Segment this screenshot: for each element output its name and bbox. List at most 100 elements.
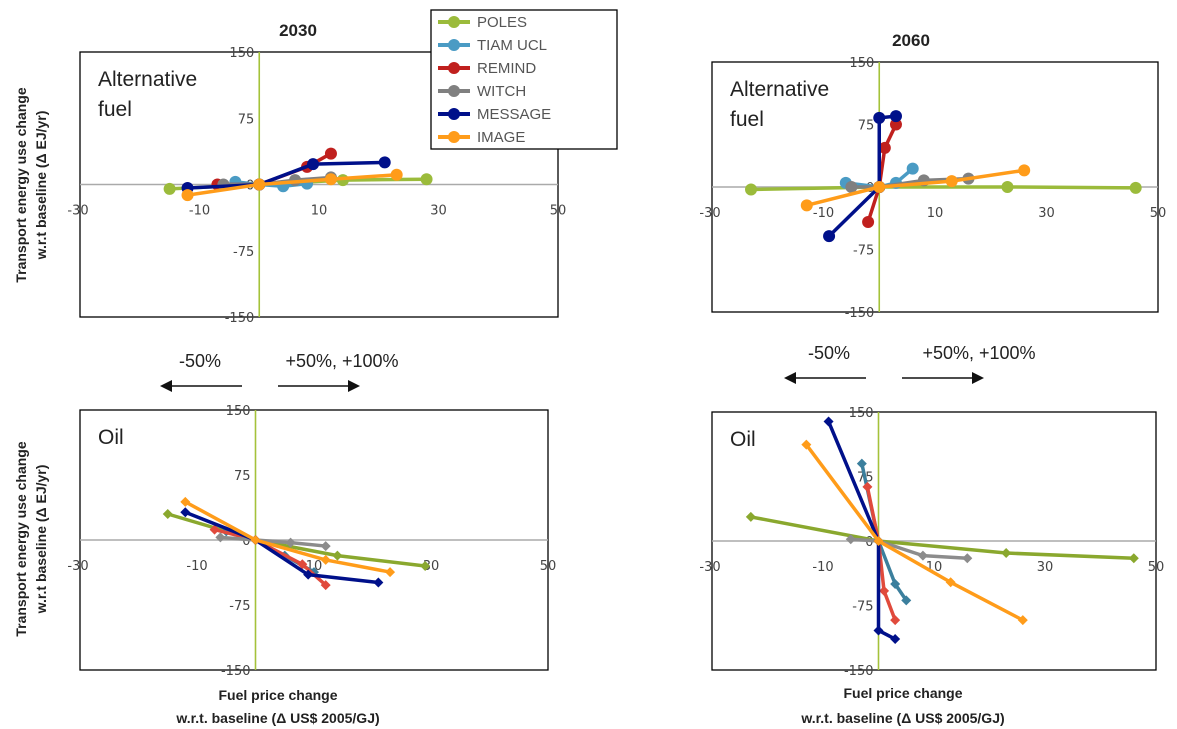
arrow-left-label-1: -50%	[179, 351, 221, 371]
data-point	[800, 199, 813, 212]
legend-swatch-marker	[448, 16, 460, 28]
data-point	[901, 595, 912, 606]
data-point	[324, 147, 337, 160]
data-point	[385, 567, 396, 578]
xlabel-right-line2: w.r.t. baseline (Δ US$ 2005/GJ)	[800, 710, 1004, 726]
data-point	[917, 550, 928, 561]
arrow-left-head-2	[784, 372, 796, 384]
panel-label: fuel	[98, 98, 132, 121]
title-2030: 2030	[279, 21, 317, 40]
ylabel-top: Transport energy use change w.r.t baseli…	[13, 87, 49, 282]
series-line	[866, 123, 898, 223]
data-point	[285, 537, 296, 548]
data-point	[862, 216, 875, 228]
data-point	[1128, 553, 1139, 564]
title-2060: 2060	[892, 31, 930, 50]
legend-label: POLES	[477, 14, 527, 31]
x-tick-label: -30	[699, 560, 720, 575]
series-line	[184, 510, 379, 585]
legend-item-message: MESSAGE	[438, 106, 551, 123]
arrow-left-head-1	[160, 380, 172, 392]
data-point	[320, 541, 331, 552]
data-point	[906, 162, 919, 175]
data-point	[332, 550, 343, 561]
y-tick-label: 75	[234, 469, 251, 484]
x-tick-label: 50	[550, 204, 567, 219]
data-point	[856, 458, 867, 469]
data-point	[215, 532, 226, 543]
series-line	[750, 185, 1136, 192]
data-point	[845, 534, 856, 545]
x-tick-label: -10	[812, 560, 833, 575]
data-point	[873, 625, 884, 636]
data-point	[873, 181, 886, 193]
y-tick-label: 75	[858, 119, 875, 134]
y-tick-label: 150	[849, 56, 874, 71]
legend: POLES TIAM UCL REMIND WITCH MESSAGE IMAGE	[430, 9, 618, 150]
data-point	[303, 569, 314, 580]
legend-swatch-marker	[448, 108, 460, 120]
xlabel-left-line2: w.r.t. baseline (Δ US$ 2005/GJ)	[175, 710, 379, 726]
x-tick-label: 30	[1037, 560, 1054, 575]
data-point	[962, 553, 973, 564]
y-tick-label: -150	[221, 664, 251, 679]
y-tick-label: -75	[233, 245, 254, 260]
data-point	[320, 580, 331, 591]
panel-label: Alternative	[730, 78, 829, 101]
data-point	[879, 585, 890, 596]
y-tick-label: -150	[225, 311, 255, 326]
arrow-right-head-1	[348, 380, 360, 392]
data-point	[945, 577, 956, 588]
data-point	[1017, 615, 1028, 626]
y-tick-label: -75	[852, 600, 873, 615]
x-tick-label: 30	[1038, 206, 1055, 221]
charts: -30 -10 10 30 50 150 75 0 -75 -150 Alternative fuel…	[67, 46, 1166, 679]
data-point	[823, 416, 834, 427]
x-tick-label: 10	[927, 206, 944, 221]
series-message	[823, 110, 902, 243]
y-tick-label: -75	[229, 599, 250, 614]
legend-swatch-marker	[448, 131, 460, 143]
x-tick-label: -30	[67, 559, 88, 574]
x-tick-label: 30	[430, 204, 447, 219]
legend-box	[430, 9, 618, 150]
xlabel-right-line1: Fuel price change	[843, 685, 962, 701]
data-point	[745, 183, 758, 196]
y-tick-label: 75	[238, 112, 255, 127]
x-tick-label: -30	[67, 204, 88, 219]
series-line	[865, 486, 897, 621]
data-point	[890, 579, 901, 589]
ylabel-bottom-line1: Transport energy use change	[13, 441, 29, 636]
ylabel-bottom-line2: w.r.t baseline (Δ EJ/yr)	[33, 465, 49, 615]
series-line	[827, 114, 897, 238]
data-point	[889, 118, 902, 131]
data-point	[163, 182, 176, 195]
data-point	[378, 156, 391, 169]
series-line	[804, 443, 1024, 622]
arrows-left: -50% +50%, +100%	[160, 351, 399, 392]
series-image	[800, 164, 1031, 212]
legend-item-poles: POLES	[438, 14, 527, 31]
data-point	[390, 168, 403, 181]
legend-item-witch: WITCH	[438, 83, 526, 100]
data-point	[297, 559, 308, 570]
series-line	[826, 420, 896, 641]
series-line	[850, 537, 968, 560]
data-point	[873, 536, 884, 546]
x-tick-label: -10	[189, 204, 210, 219]
xlabel-left-line1: Fuel price change	[218, 687, 337, 703]
arrow-right-label-1: +50%, +100%	[285, 351, 398, 371]
y-tick-label: 150	[229, 46, 254, 61]
series-image	[801, 439, 1028, 626]
data-point	[1001, 548, 1012, 559]
ylabel-top-line2: w.r.t baseline (Δ EJ/yr)	[33, 111, 49, 261]
series-line	[750, 515, 1134, 560]
data-point	[945, 175, 958, 188]
series-line	[220, 535, 326, 548]
y-tick-label: 150	[226, 404, 251, 419]
x-tick-label: 50	[1150, 206, 1167, 221]
legend-swatch-marker	[448, 85, 460, 97]
